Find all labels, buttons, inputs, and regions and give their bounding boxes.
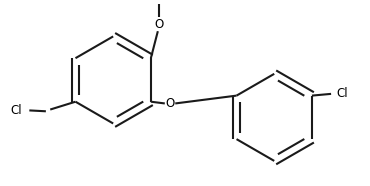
- Text: O: O: [154, 18, 163, 31]
- Text: Cl: Cl: [11, 104, 22, 117]
- Text: Cl: Cl: [336, 87, 348, 100]
- Text: O: O: [165, 97, 175, 110]
